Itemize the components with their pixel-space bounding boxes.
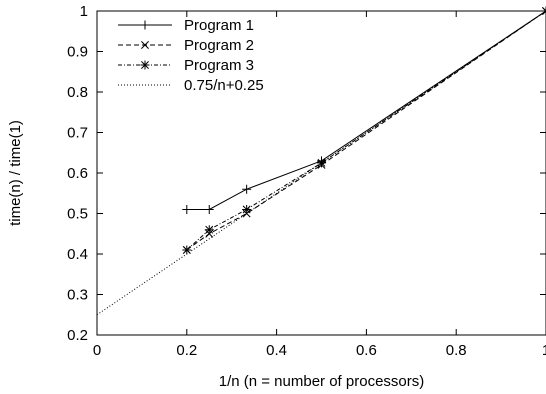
data-point <box>204 204 214 214</box>
legend: Program 1 Program 2 Program 3 0.75/n+0.25 <box>118 17 264 94</box>
legend-item: Program 3 <box>118 57 254 74</box>
y-axis-label: time(n) / time(1) <box>7 120 24 226</box>
series-layer <box>96 6 546 316</box>
x-tick-label: 0.8 <box>446 342 467 359</box>
y-tick-label: 0.4 <box>67 246 88 263</box>
series-line <box>186 10 546 251</box>
legend-item: 0.75/n+0.25 <box>118 77 264 94</box>
x-axis: 0 0.2 0.4 0.6 0.8 1 <box>93 11 546 359</box>
legend-marker <box>140 20 150 30</box>
legend-label: Program 1 <box>184 17 254 34</box>
y-tick-label: 0.9 <box>67 44 88 61</box>
y-tick-label: 0.7 <box>67 125 88 142</box>
legend-label: Program 3 <box>184 57 254 74</box>
data-point <box>242 204 252 214</box>
x-tick-label: 1 <box>542 342 546 359</box>
y-tick-label: 0.8 <box>67 84 88 101</box>
y-tick-label: 0.3 <box>67 287 88 304</box>
plot-area-frame <box>96 10 546 336</box>
y-tick-label: 0.2 <box>67 327 88 344</box>
data-point <box>204 225 214 235</box>
legend-marker <box>141 41 149 49</box>
legend-item: Program 1 <box>118 17 254 34</box>
y-tick-label: 1 <box>80 3 88 20</box>
x-tick-label: 0.4 <box>266 342 287 359</box>
x-axis-label: 1/n (n = number of processors) <box>219 373 425 390</box>
legend-item: Program 2 <box>118 37 254 54</box>
data-point <box>182 204 192 214</box>
series-program-3 <box>182 6 546 255</box>
series-0-75-n-0-25 <box>96 10 546 316</box>
legend-marker <box>140 60 150 70</box>
x-tick-label: 0.6 <box>356 342 377 359</box>
data-point <box>317 158 326 168</box>
y-axis: 0.2 0.3 0.4 0.5 0.6 0.7 0.8 0.9 1 <box>67 3 546 344</box>
x-tick-label: 0.2 <box>176 342 197 359</box>
x-tick-label: 0 <box>93 342 101 359</box>
y-tick-label: 0.6 <box>67 165 88 182</box>
data-point <box>182 245 192 255</box>
legend-label: Program 2 <box>184 37 254 54</box>
legend-label: 0.75/n+0.25 <box>184 77 264 94</box>
series-line <box>96 10 546 316</box>
y-tick-label: 0.5 <box>67 206 88 223</box>
data-point <box>242 184 252 194</box>
